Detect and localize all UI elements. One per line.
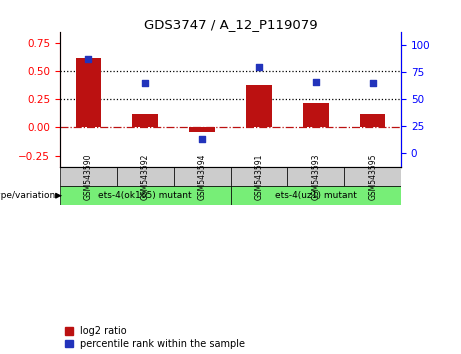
Bar — [303, 103, 329, 127]
Text: ets-4(uz1) mutant: ets-4(uz1) mutant — [275, 191, 357, 200]
Bar — [287, 167, 344, 186]
Bar — [360, 114, 385, 127]
Point — [312, 79, 319, 85]
Point — [142, 80, 149, 86]
Bar — [230, 186, 401, 205]
Title: GDS3747 / A_12_P119079: GDS3747 / A_12_P119079 — [144, 18, 317, 31]
Point — [369, 80, 376, 86]
Bar — [132, 114, 158, 127]
Text: GSM543595: GSM543595 — [368, 153, 377, 200]
Text: genotype/variation: genotype/variation — [0, 191, 55, 200]
Text: GSM543590: GSM543590 — [84, 153, 93, 200]
Bar — [60, 186, 230, 205]
Bar — [230, 167, 287, 186]
Text: GSM543592: GSM543592 — [141, 153, 150, 200]
Bar — [117, 167, 174, 186]
Bar — [189, 127, 215, 132]
Text: GSM543593: GSM543593 — [311, 153, 320, 200]
Bar — [344, 167, 401, 186]
Bar — [60, 167, 117, 186]
Legend: log2 ratio, percentile rank within the sample: log2 ratio, percentile rank within the s… — [65, 326, 245, 349]
Point — [198, 136, 206, 142]
Text: ets-4(ok165) mutant: ets-4(ok165) mutant — [98, 191, 192, 200]
Bar — [174, 167, 230, 186]
Text: GSM543591: GSM543591 — [254, 153, 263, 200]
Text: GSM543594: GSM543594 — [198, 153, 207, 200]
Bar — [246, 85, 272, 127]
Point — [255, 64, 263, 70]
Point — [85, 57, 92, 62]
Bar — [76, 58, 101, 127]
